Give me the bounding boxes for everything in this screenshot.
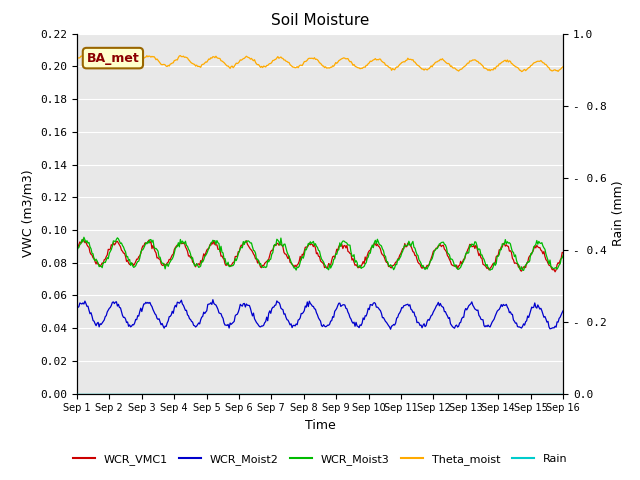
Y-axis label: VWC (m3/m3): VWC (m3/m3) — [22, 170, 35, 257]
Y-axis label: Rain (mm): Rain (mm) — [612, 181, 625, 246]
Text: BA_met: BA_met — [86, 51, 140, 65]
X-axis label: Time: Time — [305, 419, 335, 432]
Title: Soil Moisture: Soil Moisture — [271, 13, 369, 28]
Legend: WCR_VMC1, WCR_Moist2, WCR_Moist3, Theta_moist, Rain: WCR_VMC1, WCR_Moist2, WCR_Moist3, Theta_… — [68, 450, 572, 469]
